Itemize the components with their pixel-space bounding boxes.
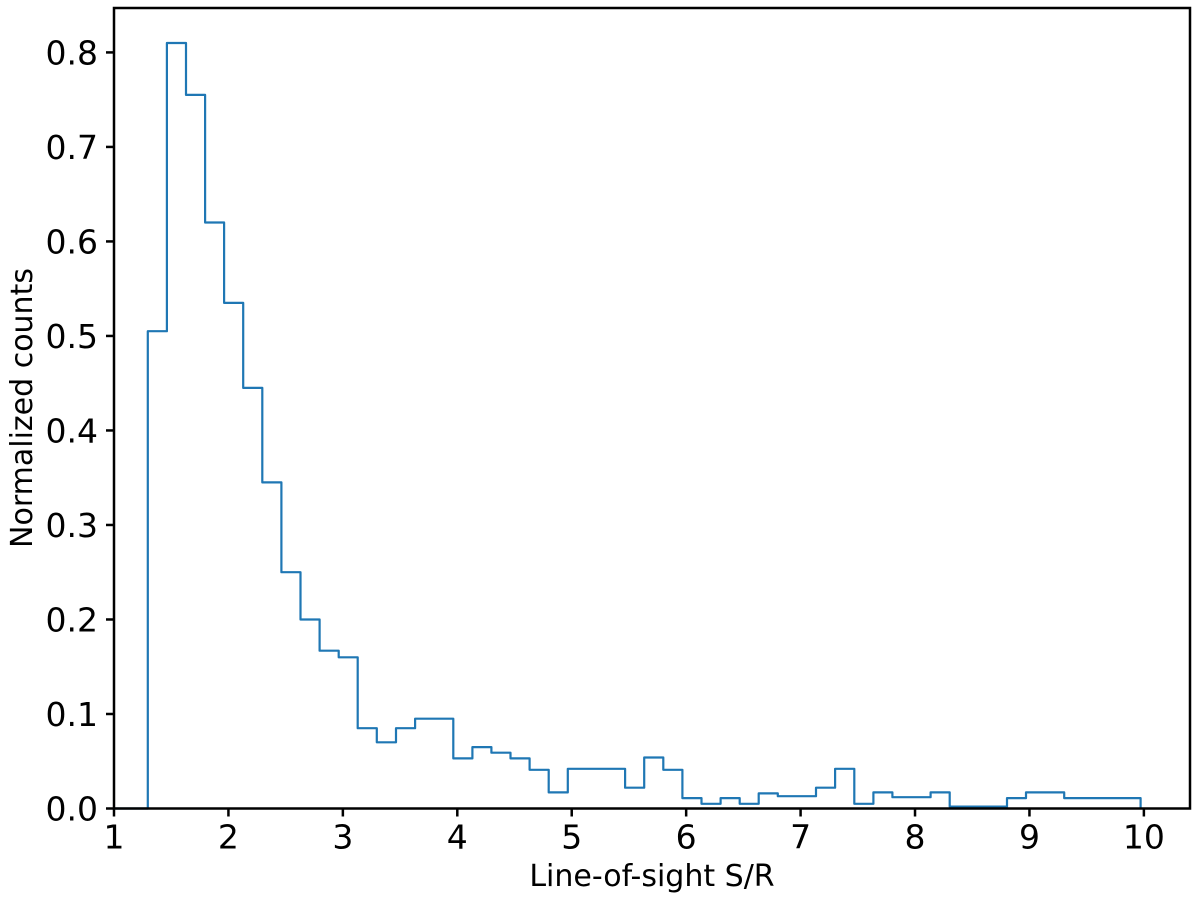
x-tick-label: 4 bbox=[447, 818, 468, 857]
axis-tick-labels: 1 2 3 4 5 6 7 8 9 10 0.0 0.1 0.2 0.3 0.4 0.5 0.6 0.7 0.8 bbox=[46, 33, 1165, 856]
x-tick-label: 10 bbox=[1123, 818, 1165, 857]
y-tick-label: 0.3 bbox=[46, 506, 98, 545]
x-tick-label: 9 bbox=[1019, 818, 1040, 857]
x-tick-label: 6 bbox=[676, 818, 697, 857]
y-tick-label: 0.4 bbox=[46, 411, 98, 450]
x-axis-label: Line-of-sight S/R bbox=[529, 859, 774, 894]
y-tick-label: 0.5 bbox=[46, 317, 98, 356]
x-tick-label: 7 bbox=[790, 818, 811, 857]
x-tick-label: 8 bbox=[905, 818, 926, 857]
y-tick-label: 0.7 bbox=[46, 128, 98, 167]
plot-border bbox=[112, 6, 1192, 810]
y-tick-label: 0.0 bbox=[46, 790, 98, 829]
y-tick-label: 0.2 bbox=[46, 600, 98, 639]
y-tick-label: 0.1 bbox=[46, 695, 98, 734]
x-tick-label: 2 bbox=[218, 818, 239, 857]
axis-ticks bbox=[106, 51, 1146, 817]
y-axis-label: Normalized counts bbox=[5, 268, 40, 548]
y-tick-label: 0.8 bbox=[46, 33, 98, 72]
histogram-line bbox=[114, 41, 1142, 810]
x-tick-label: 3 bbox=[332, 818, 353, 857]
y-tick-label: 0.6 bbox=[46, 222, 98, 261]
x-tick-label: 5 bbox=[561, 818, 582, 857]
x-tick-label: 1 bbox=[104, 818, 125, 857]
